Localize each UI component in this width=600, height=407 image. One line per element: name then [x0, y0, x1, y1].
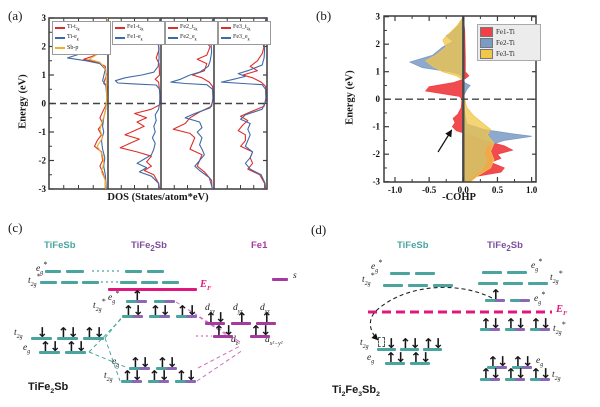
c-connector — [196, 349, 244, 382]
cohp-y-tick-label: -3 — [373, 177, 381, 187]
cohp-x-tick-label: -0.5 — [422, 185, 437, 195]
d-electron-transfer-arrow — [369, 286, 493, 341]
cohp-x-tick-label: 0.0 — [458, 185, 470, 195]
dos-y-tick-label: 0 — [42, 99, 47, 109]
dos-curve-Fe2_t2g — [172, 17, 214, 190]
c-connector — [88, 351, 129, 369]
c-connector — [88, 317, 123, 353]
dos-curve-Fe3_t2g — [237, 17, 267, 189]
cohp-y-tick-label: 0 — [376, 94, 381, 104]
cohp-x-tick-label: 0.5 — [492, 185, 504, 195]
c-connector — [198, 316, 241, 345]
cohp-x-tick-label: -1.0 — [388, 185, 403, 195]
dos-curve-Fe1-t2g — [119, 17, 161, 189]
dos-curve-Fe1-eg — [114, 17, 161, 190]
dos-y-tick-label: -2 — [39, 156, 47, 166]
dos-y-tick-label: 2 — [42, 42, 47, 52]
dos-curve-Sb-p — [88, 17, 109, 190]
cohp-y-tick-label: 3 — [376, 12, 381, 22]
dos-y-tick-label: 3 — [42, 13, 47, 23]
cohp-x-tick-label: 1.0 — [526, 185, 538, 195]
cohp-y-tick-label: -2 — [373, 149, 381, 159]
cohp-y-tick-label: 1 — [376, 67, 381, 77]
cohp-y-tick-label: 2 — [376, 39, 381, 49]
c-connector — [104, 337, 121, 382]
annotation-arrow — [437, 129, 453, 153]
dos-y-tick-label: 1 — [42, 70, 47, 80]
dos-y-tick-label: -1 — [39, 127, 47, 137]
dos-curve-Fe3_eg — [220, 17, 267, 190]
dos-curve-Fe2_eg — [170, 17, 214, 190]
cohp-area-Fe3-Ti — [424, 15, 495, 183]
dos-y-tick-label: -3 — [39, 184, 47, 194]
c-connector — [197, 345, 241, 369]
cohp-y-tick-label: -1 — [373, 122, 381, 132]
